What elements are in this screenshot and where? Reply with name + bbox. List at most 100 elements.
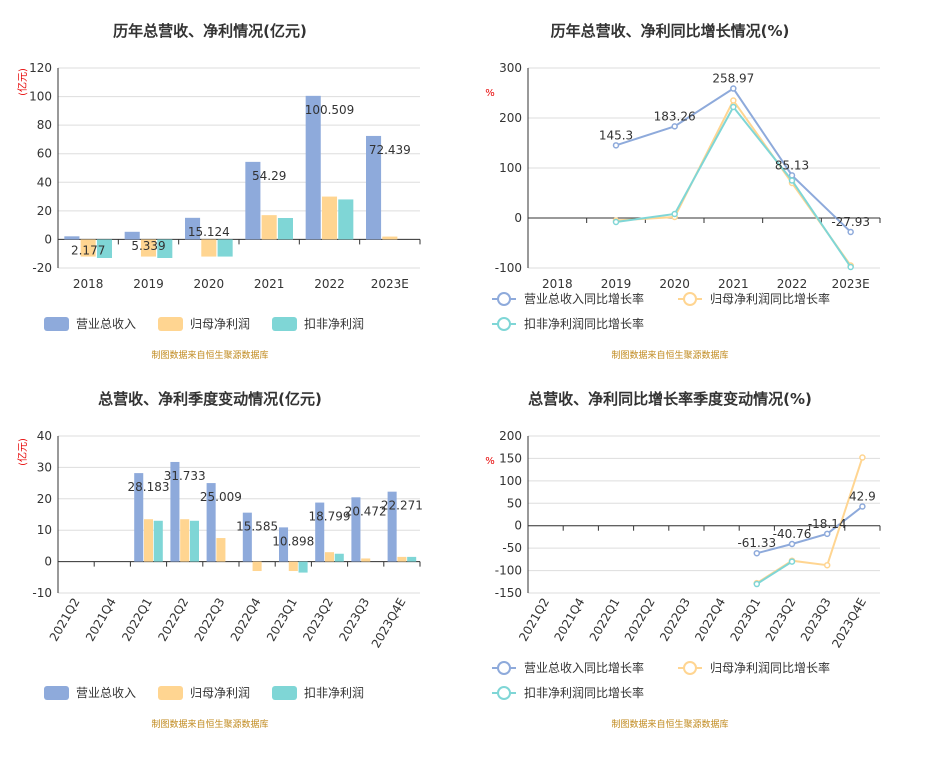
legend-item[interactable]: 扣非净利润 — [272, 317, 364, 331]
legend-label: 扣非净利润 — [304, 686, 364, 700]
x-tick-label: 2019 — [601, 277, 632, 291]
bar-revenue — [305, 95, 321, 240]
bar-revenue — [64, 236, 80, 240]
y-tick-label: 300 — [499, 61, 522, 75]
x-tick-label: 2020 — [659, 277, 690, 291]
y-unit-label: % — [485, 456, 495, 467]
data-label: 145.3 — [599, 128, 633, 142]
data-label: 54.29 — [252, 169, 286, 183]
x-tick-label: 2021Q4 — [551, 596, 587, 644]
x-tick-label: 2023Q3 — [336, 596, 372, 644]
y-tick-label: -20 — [32, 261, 52, 275]
legend-swatch — [44, 317, 69, 331]
data-point — [730, 97, 737, 104]
bar-net-profit — [324, 552, 335, 562]
x-tick-label: 2022Q4 — [692, 596, 728, 644]
data-source-note: 制图数据来自恒生聚源数据库 — [151, 718, 268, 730]
data-point — [859, 454, 866, 461]
legend-swatch — [272, 317, 297, 331]
x-tick-label: 2022Q1 — [119, 596, 155, 644]
bar-net-profit — [288, 561, 298, 572]
legend-swatch — [158, 317, 183, 331]
legend-item[interactable]: 扣非净利润同比增长率 — [492, 685, 644, 700]
legend-item[interactable]: 营业总收入同比增长率 — [492, 660, 644, 675]
y-tick-label: 100 — [29, 90, 52, 104]
legend-label: 扣非净利润同比增长率 — [524, 685, 644, 700]
y-tick-label: 10 — [37, 523, 52, 537]
y-tick-label: 30 — [37, 460, 52, 474]
legend-item[interactable]: 归母净利润 — [158, 317, 250, 331]
data-point — [788, 540, 796, 548]
bar-deducted-profit — [338, 199, 354, 240]
data-source-note: 制图数据来自恒生聚源数据库 — [151, 349, 268, 361]
legend-label: 扣非净利润同比增长率 — [524, 316, 644, 331]
y-tick-label: 0 — [514, 519, 522, 533]
y-unit-label: (亿元) — [16, 68, 29, 96]
legend-marker — [497, 661, 511, 675]
y-tick-label: 200 — [499, 429, 522, 443]
bar-revenue — [315, 502, 325, 562]
legend-item[interactable]: 扣非净利润 — [272, 686, 364, 700]
y-tick-label: 150 — [499, 451, 522, 465]
data-point — [671, 210, 678, 218]
data-label: 10.898 — [272, 534, 314, 548]
data-point — [788, 558, 796, 565]
data-label: 42.9 — [849, 489, 876, 503]
y-tick-label: 20 — [37, 204, 52, 218]
data-label: 183.26 — [654, 109, 696, 123]
bar-net-profit — [180, 519, 190, 562]
bar-deducted-profit — [298, 561, 308, 573]
legend-item[interactable]: 归母净利润同比增长率 — [678, 660, 830, 675]
legend-label: 营业总收入同比增长率 — [524, 660, 644, 675]
chart-title: 历年总营收、净利情况(亿元) — [113, 22, 307, 40]
data-label: 85.13 — [775, 158, 809, 172]
y-tick-label: 50 — [507, 496, 522, 510]
bar-net-profit — [80, 239, 96, 257]
x-tick-label: 2023Q1 — [727, 596, 763, 644]
x-tick-label: 2022Q2 — [155, 596, 191, 644]
y-tick-label: 0 — [514, 211, 522, 225]
legend-item[interactable]: 归母净利润 — [158, 686, 250, 700]
annual-growth-chart: 历年总营收、净利同比增长情况(%) % -100 0 100 200 300 2018 20… — [485, 22, 881, 361]
legend: 营业总收入 归母净利润 扣非净利润 — [44, 686, 364, 700]
y-tick-label: -100 — [495, 261, 522, 275]
data-point — [753, 580, 761, 588]
legend-item[interactable]: 归母净利润同比增长率 — [678, 291, 830, 306]
bar-net-profit — [261, 215, 277, 240]
bar-revenue — [245, 161, 261, 240]
legend-item[interactable]: 营业总收入 — [44, 317, 136, 331]
x-tick-label: 2019 — [133, 277, 164, 291]
data-label: 15.124 — [188, 225, 230, 239]
legend-item[interactable]: 营业总收入同比增长率 — [492, 291, 644, 306]
legend-item[interactable]: 营业总收入 — [44, 686, 136, 700]
bar-revenue — [206, 483, 216, 562]
legend-label: 归母净利润 — [190, 317, 250, 331]
legend-marker — [497, 292, 511, 306]
y-tick-label: 200 — [499, 111, 522, 125]
data-label: 31.733 — [164, 469, 206, 483]
bar-net-profit — [216, 538, 226, 562]
bar-deducted-profit — [153, 520, 163, 562]
bar-deducted-profit — [334, 553, 344, 562]
chart-title: 历年总营收、净利同比增长情况(%) — [551, 22, 790, 40]
chart-title: 总营收、净利同比增长率季度变动情况(%) — [528, 390, 812, 408]
chart-title: 总营收、净利季度变动情况(亿元) — [98, 390, 322, 408]
bar-revenue — [242, 512, 252, 562]
data-label: 18.799 — [309, 510, 351, 524]
x-tick-label: 2020 — [194, 277, 225, 291]
legend: 营业总收入 归母净利润 扣非净利润 — [44, 317, 364, 331]
bar-deducted-profit — [277, 218, 293, 240]
series-line-2 — [756, 560, 793, 585]
legend-item[interactable]: 扣非净利润同比增长率 — [492, 316, 644, 331]
legend-label: 营业总收入同比增长率 — [524, 291, 644, 306]
plot-area: -100 0 100 200 300 2018 2019 2020 2021 2022 2023E 1… — [495, 61, 881, 291]
y-tick-label: 40 — [37, 175, 52, 189]
x-tick-label: 2022Q4 — [228, 596, 264, 644]
data-source-note: 制图数据来自恒生聚源数据库 — [611, 718, 728, 730]
legend-label: 归母净利润同比增长率 — [710, 291, 830, 306]
quarterly-revenue-profit-panel: 总营收、净利季度变动情况(亿元) (亿元) -10 0 10 20 30 40 2021Q2… — [0, 376, 470, 753]
data-point — [847, 228, 854, 236]
data-label: 15.585 — [236, 520, 278, 534]
